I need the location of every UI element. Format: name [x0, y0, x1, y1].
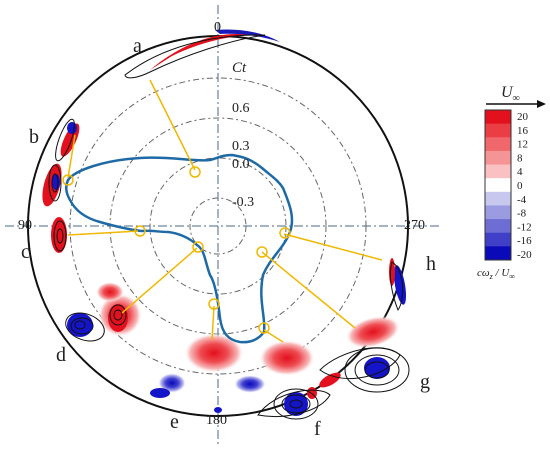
- blade-label-f: f: [314, 418, 321, 440]
- colorbar-tick-label: 8: [517, 152, 523, 164]
- colorbar-tick-label: -20: [517, 249, 532, 261]
- radial-tick: 0.3: [232, 139, 250, 154]
- colorbar-ticks: 20 16 128 4 0 -4 -8-12 -16 -20: [517, 111, 532, 261]
- colorbar-cell: [485, 164, 511, 179]
- wake-vortices: [96, 282, 401, 393]
- colorbar-cell: [485, 150, 511, 166]
- blade-label-g: g: [420, 371, 430, 393]
- angle-labels: 0 90 180 270: [18, 20, 425, 428]
- radial-tick: 0.0: [232, 157, 250, 172]
- radial-labels: Ct 0.6 0.3 0.0 -0.3: [232, 60, 254, 210]
- angle-label-right: 270: [404, 218, 425, 233]
- colorbar-tick-label: 0: [517, 180, 523, 192]
- colorbar-tick-label: 16: [517, 125, 529, 137]
- colorbar-cells: [484, 109, 512, 261]
- blade-label-h: h: [426, 253, 436, 275]
- colorbar: U∞ 20 16 128 4 0 -4 -8-12 -16 -20 cωz / U∞: [477, 84, 546, 281]
- blade-label-b: b: [29, 126, 39, 148]
- colorbar-cell: [485, 246, 511, 261]
- colorbar-tick-label: -12: [517, 221, 532, 233]
- blade-letters: a b c d e f g h: [21, 35, 436, 440]
- angle-label-bottom: 180: [206, 413, 227, 428]
- colorbar-tick-label: -8: [517, 208, 527, 220]
- colorbar-cell: [485, 178, 511, 193]
- blade-label-c: c: [21, 241, 30, 263]
- grid-circle-0.0: [149, 157, 287, 295]
- colorbar-cell: [485, 137, 511, 152]
- radial-tick: -0.3: [232, 195, 254, 210]
- colorbar-cell: [485, 110, 511, 125]
- colorbar-cell: [485, 232, 511, 247]
- angle-label-top: 0: [214, 20, 221, 35]
- grid-circle-0.6: [69, 77, 367, 375]
- vortex-contours: [48, 34, 410, 420]
- colorbar-tick-label: 4: [517, 166, 523, 178]
- colorbar-tick-label: -4: [517, 194, 527, 206]
- leader-lines: [67, 79, 383, 343]
- radial-axis-label: Ct: [232, 60, 247, 76]
- blade-label-e: e: [170, 411, 179, 433]
- leader-markers: [62, 166, 291, 334]
- colorbar-cell: [485, 219, 511, 234]
- colorbar-frame: [484, 109, 512, 261]
- grid-circle-neg0.3: [189, 197, 247, 255]
- blade-label-d: d: [56, 344, 66, 366]
- axes: [5, 5, 440, 445]
- colorbar-cell: [485, 191, 511, 206]
- blade-label-a: a: [133, 35, 142, 57]
- colorbar-unit: cωz / U∞: [477, 267, 515, 281]
- colorbar-cell: [485, 123, 511, 138]
- colorbar-tick-label: -16: [517, 235, 532, 247]
- colorbar-cell: [485, 205, 511, 220]
- flow-arrow-head: [537, 100, 546, 108]
- colorbar-title: U∞: [501, 84, 520, 104]
- radial-tick: 0.6: [232, 101, 250, 116]
- colorbar-tick-label: 20: [517, 111, 529, 123]
- angle-label-left: 90: [18, 218, 32, 233]
- ct-curve: [65, 153, 294, 344]
- colorbar-tick-label: 12: [517, 139, 528, 151]
